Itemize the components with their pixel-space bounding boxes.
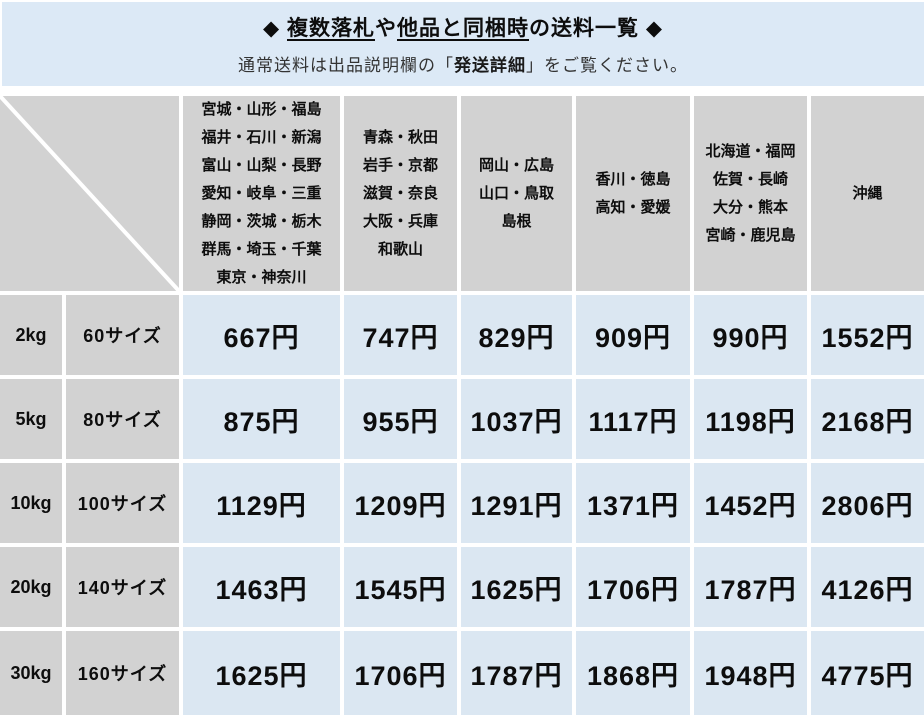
price-cell: 875円 bbox=[183, 379, 340, 459]
price-cell: 1948円 bbox=[694, 631, 807, 715]
weight-cell: 10kg bbox=[0, 463, 62, 543]
region-header-cell: 香川・徳島 高知・愛媛 bbox=[576, 96, 690, 291]
title-suffix: の送料一覧 ◆ bbox=[529, 17, 663, 40]
region-header-cell: 岡山・広島 山口・鳥取 島根 bbox=[461, 96, 572, 291]
price-cell: 1625円 bbox=[183, 631, 340, 715]
price-cell: 1706円 bbox=[344, 631, 457, 715]
subtitle-emphasis: 発送詳細 bbox=[454, 56, 526, 75]
price-cell: 1371円 bbox=[576, 463, 690, 543]
region-header-cell: 宮城・山形・福島 福井・石川・新潟 富山・山梨・長野 愛知・岐阜・三重 静岡・茨… bbox=[183, 96, 340, 291]
price-cell: 990円 bbox=[694, 295, 807, 375]
price-cell: 829円 bbox=[461, 295, 572, 375]
size-cell: 140サイズ bbox=[66, 547, 179, 627]
region-header-cell: 青森・秋田 岩手・京都 滋賀・奈良 大阪・兵庫 和歌山 bbox=[344, 96, 457, 291]
price-cell: 1787円 bbox=[694, 547, 807, 627]
weight-cell: 5kg bbox=[0, 379, 62, 459]
price-cell: 4126円 bbox=[811, 547, 924, 627]
page-title: ◆ 複数落札や他品と同梱時の送料一覧 ◆ bbox=[263, 12, 663, 42]
price-cell: 1037円 bbox=[461, 379, 572, 459]
price-cell: 1625円 bbox=[461, 547, 572, 627]
weight-cell: 20kg bbox=[0, 547, 62, 627]
title-underlined-2: 他品と同梱時 bbox=[397, 17, 529, 40]
price-cell: 667円 bbox=[183, 295, 340, 375]
price-cell: 1209円 bbox=[344, 463, 457, 543]
weight-cell: 30kg bbox=[0, 631, 62, 715]
price-cell: 1129円 bbox=[183, 463, 340, 543]
price-cell: 1706円 bbox=[576, 547, 690, 627]
region-header-cell: 沖縄 bbox=[811, 96, 924, 291]
subtitle-after: 」をご覧ください。 bbox=[526, 56, 688, 75]
title-middle: や bbox=[375, 17, 397, 40]
price-cell: 747円 bbox=[344, 295, 457, 375]
price-cell: 1291円 bbox=[461, 463, 572, 543]
page-subtitle: 通常送料は出品説明欄の「発送詳細」をご覧ください。 bbox=[238, 51, 688, 76]
title-underlined-1: 複数落札 bbox=[287, 17, 375, 40]
price-cell: 1117円 bbox=[576, 379, 690, 459]
price-cell: 909円 bbox=[576, 295, 690, 375]
price-cell: 1463円 bbox=[183, 547, 340, 627]
price-cell: 1198円 bbox=[694, 379, 807, 459]
size-cell: 160サイズ bbox=[66, 631, 179, 715]
region-header-cell: 北海道・福岡 佐賀・長崎 大分・熊本 宮崎・鹿児島 bbox=[694, 96, 807, 291]
banner: ◆ 複数落札や他品と同梱時の送料一覧 ◆ 通常送料は出品説明欄の「発送詳細」をご… bbox=[2, 2, 924, 86]
size-cell: 80サイズ bbox=[66, 379, 179, 459]
title-prefix: ◆ bbox=[263, 17, 287, 40]
weight-cell: 2kg bbox=[0, 295, 62, 375]
price-cell: 1787円 bbox=[461, 631, 572, 715]
corner-cell bbox=[0, 96, 179, 291]
size-cell: 60サイズ bbox=[66, 295, 179, 375]
price-cell: 1452円 bbox=[694, 463, 807, 543]
price-cell: 2806円 bbox=[811, 463, 924, 543]
corner-diagonal-line bbox=[0, 96, 179, 291]
price-cell: 1545円 bbox=[344, 547, 457, 627]
price-cell: 4775円 bbox=[811, 631, 924, 715]
price-cell: 1868円 bbox=[576, 631, 690, 715]
price-cell: 2168円 bbox=[811, 379, 924, 459]
price-cell: 955円 bbox=[344, 379, 457, 459]
subtitle-before: 通常送料は出品説明欄の「 bbox=[238, 56, 454, 75]
shipping-fee-table: 宮城・山形・福島 福井・石川・新潟 富山・山梨・長野 愛知・岐阜・三重 静岡・茨… bbox=[0, 96, 924, 715]
size-cell: 100サイズ bbox=[66, 463, 179, 543]
price-cell: 1552円 bbox=[811, 295, 924, 375]
